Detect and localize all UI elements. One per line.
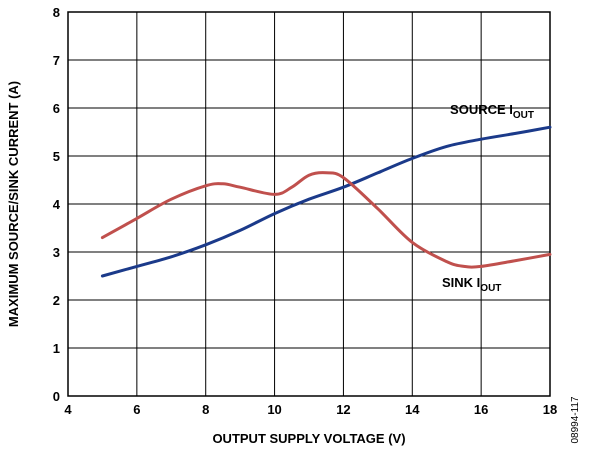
- y-tick-label: 6: [53, 101, 60, 116]
- y-tick-label: 4: [53, 197, 61, 212]
- sink-label-main: SINK I: [442, 275, 480, 290]
- x-tick-label: 16: [474, 402, 488, 417]
- y-tick-label: 1: [53, 341, 60, 356]
- grid: [68, 12, 550, 396]
- sink-current-line: [100, 171, 552, 269]
- x-tick-label: 18: [543, 402, 557, 417]
- source-series-label: SOURCE IOUT: [450, 102, 534, 121]
- x-tick-label: 14: [405, 402, 420, 417]
- x-tick-labels: 4 6 8 10 12 14 16 18: [64, 402, 557, 417]
- sink-label-sub: OUT: [480, 283, 501, 294]
- plot-frame: [67, 11, 551, 397]
- y-tick-label: 2: [53, 293, 60, 308]
- x-tick-label: 8: [202, 402, 209, 417]
- source-current-line: [100, 125, 552, 278]
- x-tick-label: 12: [336, 402, 350, 417]
- y-axis-label: MAXIMUM SOURCE/SINK CURRENT (A): [6, 81, 21, 327]
- x-axis-label: OUTPUT SUPPLY VOLTAGE (V): [212, 431, 405, 446]
- y-tick-label: 8: [53, 5, 60, 20]
- source-label-sub: OUT: [513, 110, 534, 121]
- figure-id: 08994-117: [570, 396, 581, 444]
- x-tick-label: 4: [64, 402, 72, 417]
- series-lines: [100, 125, 552, 278]
- x-tick-label: 10: [267, 402, 281, 417]
- y-tick-labels: 0 1 2 3 4 5 6 7 8: [53, 5, 61, 404]
- x-tick-label: 6: [133, 402, 140, 417]
- y-tick-label: 0: [53, 389, 60, 404]
- sink-series-label: SINK IOUT: [442, 275, 501, 294]
- y-tick-label: 5: [53, 149, 60, 164]
- y-tick-label: 7: [53, 53, 60, 68]
- y-tick-label: 3: [53, 245, 60, 260]
- source-label-main: SOURCE I: [450, 102, 513, 117]
